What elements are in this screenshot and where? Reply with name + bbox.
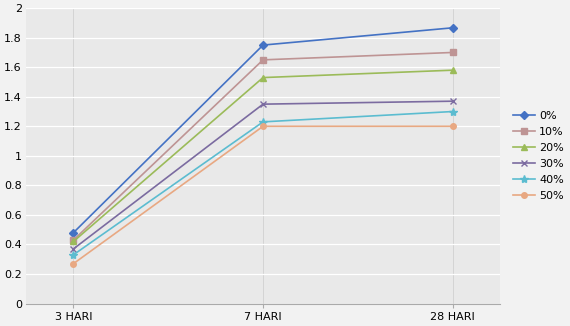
40% [259,120,266,124]
Line: 40%: 40% [70,107,457,259]
50% [449,124,456,128]
50% [70,262,77,266]
10% [449,51,456,54]
20% [449,68,456,72]
20% [70,240,77,244]
50% [259,124,266,128]
20% [259,76,266,80]
Line: 20%: 20% [71,67,455,244]
40% [70,253,77,257]
0% [70,231,77,235]
Line: 30%: 30% [70,98,456,252]
Line: 0%: 0% [71,25,455,235]
10% [70,238,77,242]
0% [259,43,266,47]
30% [259,102,266,106]
Line: 50%: 50% [71,124,455,266]
Line: 10%: 10% [71,50,455,243]
30% [70,247,77,251]
0% [449,26,456,30]
40% [449,110,456,113]
10% [259,58,266,62]
Legend: 0%, 10%, 20%, 30%, 40%, 50%: 0%, 10%, 20%, 30%, 40%, 50% [510,108,566,203]
30% [449,99,456,103]
